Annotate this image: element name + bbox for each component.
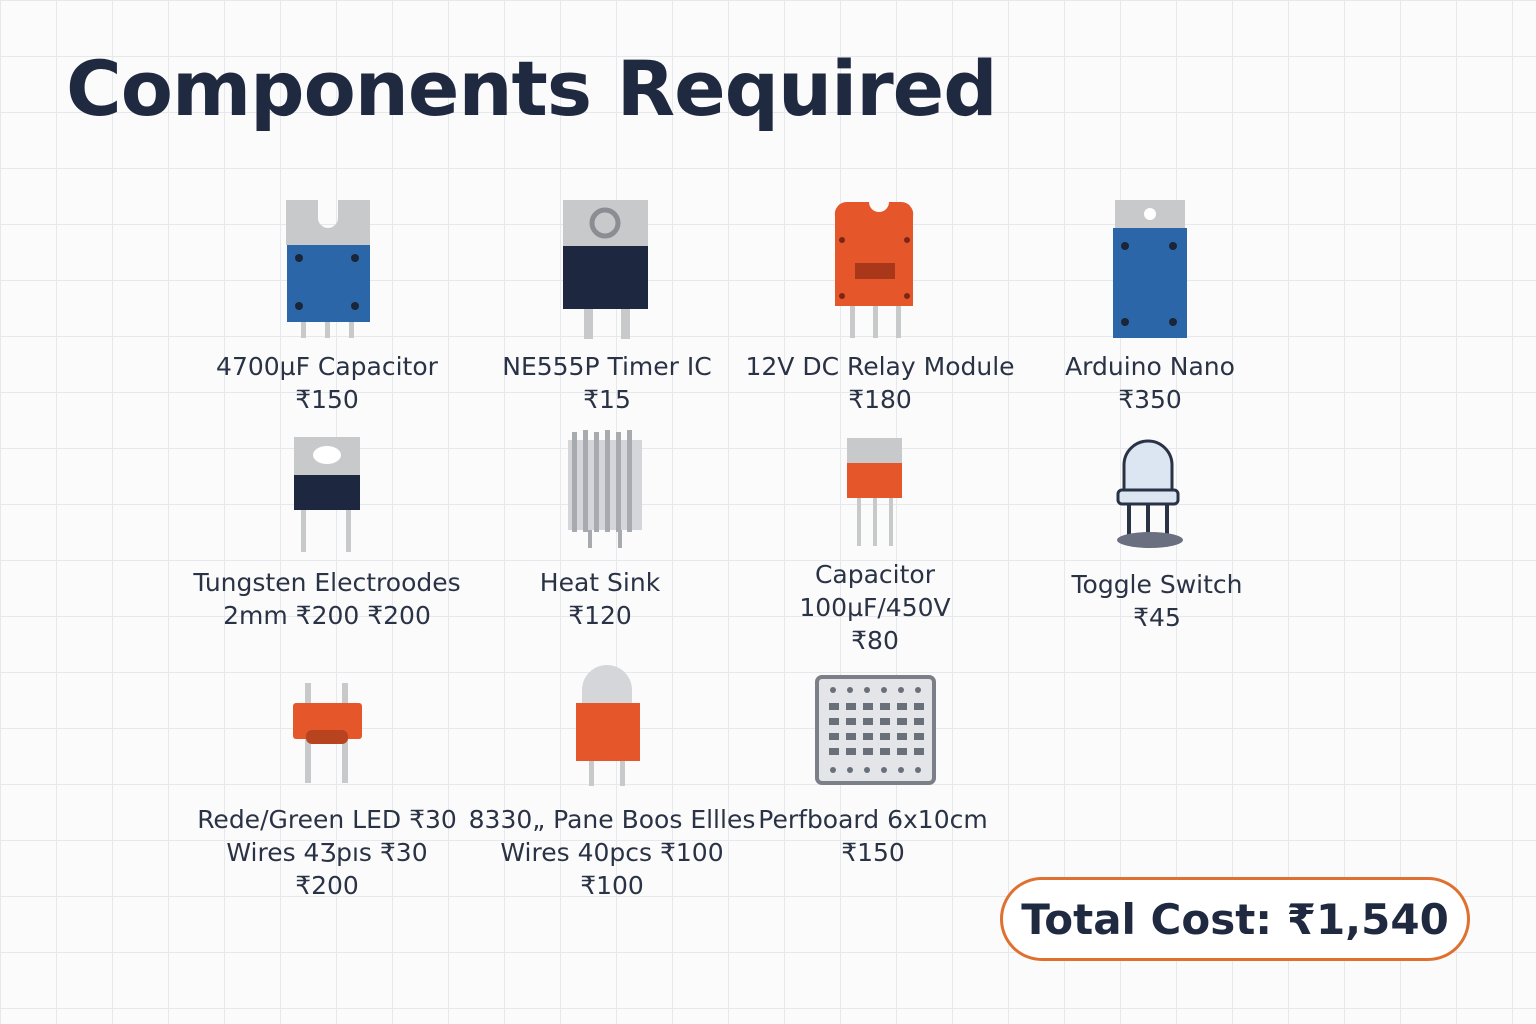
- component-name: Tungsten Electroodes: [193, 568, 461, 597]
- component-item: 8330„ Pane Boos Ellles Wires 40pcs ₹100 ₹1…: [462, 803, 762, 902]
- component-item: Tungsten Electroodes 2mm ₹200 ₹200: [177, 566, 477, 632]
- component-name: Heat Sink: [539, 568, 661, 597]
- component-name: 4700µF Capacitor: [216, 352, 438, 381]
- component-name: 8330„ Pane Boos Ellles: [468, 805, 756, 834]
- component-item: Rede/Green LED ₹30 Wires 4Ʒpıs ₹30 ₹200: [177, 803, 477, 902]
- component-name: Toggle Switch: [1071, 570, 1243, 599]
- component-name: Rede/Green LED ₹30: [197, 805, 457, 834]
- component-name: 100µF/450V: [799, 593, 951, 622]
- page-title: Components Required: [66, 44, 998, 133]
- component-price: ₹150: [295, 385, 359, 414]
- component-price: ₹350: [1118, 385, 1182, 414]
- component-item: 4700µF Capacitor ₹150: [177, 350, 477, 416]
- component-name: Capacitor: [814, 560, 936, 589]
- component-item: Arduino Nano ₹350: [1000, 350, 1300, 416]
- component-price: ₹80: [851, 626, 899, 655]
- component-item: NE555P Timer IC ₹15: [457, 350, 757, 416]
- component-price: ₹180: [848, 385, 912, 414]
- component-price: 2mm ₹200 ₹200: [223, 601, 431, 630]
- component-price: ₹200: [295, 871, 359, 900]
- component-price: ₹100: [580, 871, 644, 900]
- component-name: Wires 4Ʒpıs ₹30: [226, 838, 428, 867]
- component-item: 12V DC Relay Module ₹180: [730, 350, 1030, 416]
- component-name: Perfboard 6x10cm: [758, 805, 988, 834]
- component-price: ₹45: [1133, 603, 1181, 632]
- component-name: NE555P Timer IC: [502, 352, 712, 381]
- component-item: Perfboard 6x10cm ₹150: [723, 803, 1023, 869]
- component-price: ₹120: [568, 601, 632, 630]
- component-name: 12V DC Relay Module: [745, 352, 1015, 381]
- component-price: ₹15: [583, 385, 631, 414]
- component-item: Heat Sink ₹120: [450, 566, 750, 632]
- component-price: ₹150: [841, 838, 905, 867]
- component-name: Arduino Nano: [1065, 352, 1235, 381]
- component-name: Wires 40pcs ₹100: [500, 838, 724, 867]
- total-cost: Total Cost: ₹1,540: [1000, 877, 1470, 961]
- component-item: Toggle Switch ₹45: [1007, 568, 1307, 634]
- component-item: Capacitor 100µF/450V ₹80: [725, 558, 1025, 657]
